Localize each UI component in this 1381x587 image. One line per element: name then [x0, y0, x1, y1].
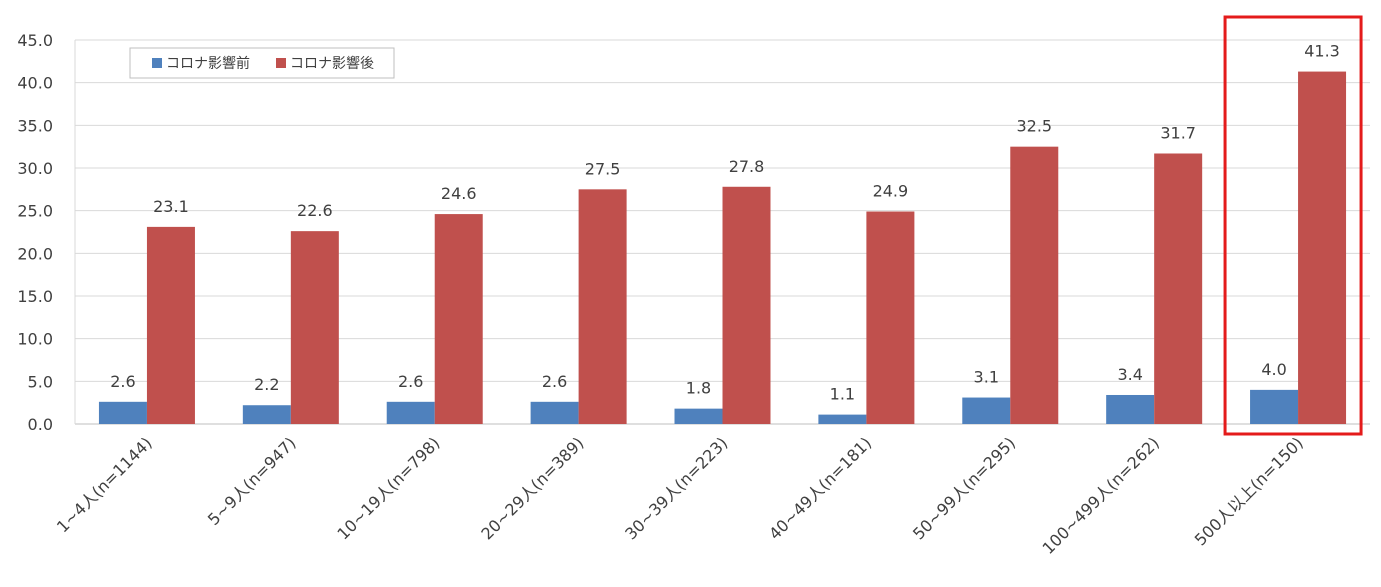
data-label-before: 1.8	[686, 379, 711, 398]
x-axis: 1~4人(n=1144) 5~9人(n=947) 10~19人(n=798) 20~2…	[53, 433, 1307, 557]
x-tick-label: 5~9人(n=947)	[204, 433, 300, 529]
y-tick-label: 10.0	[17, 330, 53, 349]
bar-after	[290, 231, 339, 424]
x-tick-label: 40~49人(n=181)	[765, 433, 875, 543]
y-tick-label: 15.0	[17, 287, 53, 306]
legend-swatch-after	[276, 58, 286, 68]
highlight	[1223, 15, 1363, 436]
data-label-before: 2.2	[254, 375, 279, 394]
bar-after	[722, 186, 771, 424]
y-tick-label: 30.0	[17, 159, 53, 178]
data-label-after: 24.9	[873, 182, 909, 201]
data-label-after: 41.3	[1304, 42, 1340, 61]
bar-before	[242, 405, 291, 424]
x-tick-label: 30~39人(n=223)	[621, 433, 731, 543]
bar-after	[866, 211, 915, 424]
data-labels: 2.6 23.1 2.2 22.6 2.6 24.6 2.6 27.5 1.8 27.8 1.1 24…	[110, 42, 1340, 404]
bar-after	[578, 189, 627, 424]
legend-label-before: コロナ影響前	[166, 55, 250, 72]
bar-before	[530, 401, 579, 424]
bar-before	[1106, 394, 1155, 424]
bars	[98, 71, 1347, 424]
data-label-after: 23.1	[153, 197, 189, 216]
data-label-before: 2.6	[110, 372, 135, 391]
data-label-after: 27.5	[585, 159, 621, 178]
x-tick-label: 20~29人(n=389)	[477, 433, 587, 543]
y-tick-label: 20.0	[17, 244, 53, 263]
bar-after	[1154, 153, 1203, 424]
data-label-after: 32.5	[1016, 117, 1052, 136]
y-tick-label: 40.0	[17, 74, 53, 93]
legend-box	[129, 47, 395, 79]
data-label-after: 31.7	[1160, 123, 1196, 142]
x-tick-label: 500人以上(n=150)	[1191, 433, 1307, 549]
legend-swatch-before	[152, 58, 162, 68]
bar-before	[674, 408, 723, 424]
y-tick-label: 45.0	[17, 31, 53, 50]
data-label-before: 3.4	[1117, 365, 1142, 384]
bar-before	[1250, 389, 1299, 424]
legend-label-after: コロナ影響後	[290, 55, 374, 72]
data-label-before: 4.0	[1261, 360, 1286, 379]
bar-before	[962, 397, 1011, 424]
data-label-after: 22.6	[297, 201, 333, 220]
x-tick-label: 1~4人(n=1144)	[53, 433, 156, 536]
bar-after	[146, 226, 195, 424]
highlight-box	[1223, 15, 1363, 436]
y-tick-label: 35.0	[17, 116, 53, 135]
data-label-before: 3.1	[974, 368, 999, 387]
data-label-before: 2.6	[542, 372, 567, 391]
legend: コロナ影響前 コロナ影響後	[129, 47, 395, 79]
x-tick-label: 50~99人(n=295)	[909, 433, 1019, 543]
bar-before	[818, 414, 867, 424]
bar-before	[386, 401, 435, 424]
data-label-after: 24.6	[441, 184, 477, 203]
y-tick-label: 5.0	[28, 372, 53, 391]
data-label-before: 2.6	[398, 372, 423, 391]
bar-after	[1010, 146, 1059, 424]
y-tick-label: 0.0	[28, 415, 53, 434]
bar-after	[434, 214, 483, 424]
bar-after	[1298, 71, 1347, 424]
x-tick-label: 100~499人(n=262)	[1039, 433, 1163, 557]
data-label-before: 1.1	[830, 385, 855, 404]
y-axis: 0.0 5.0 10.0 15.0 20.0 25.0 30.0 35.0 40.0 45.0	[17, 31, 76, 434]
x-tick-label: 10~19人(n=798)	[333, 433, 443, 543]
y-tick-label: 25.0	[17, 202, 53, 221]
data-label-after: 27.8	[729, 157, 765, 176]
bar-before	[98, 401, 147, 424]
